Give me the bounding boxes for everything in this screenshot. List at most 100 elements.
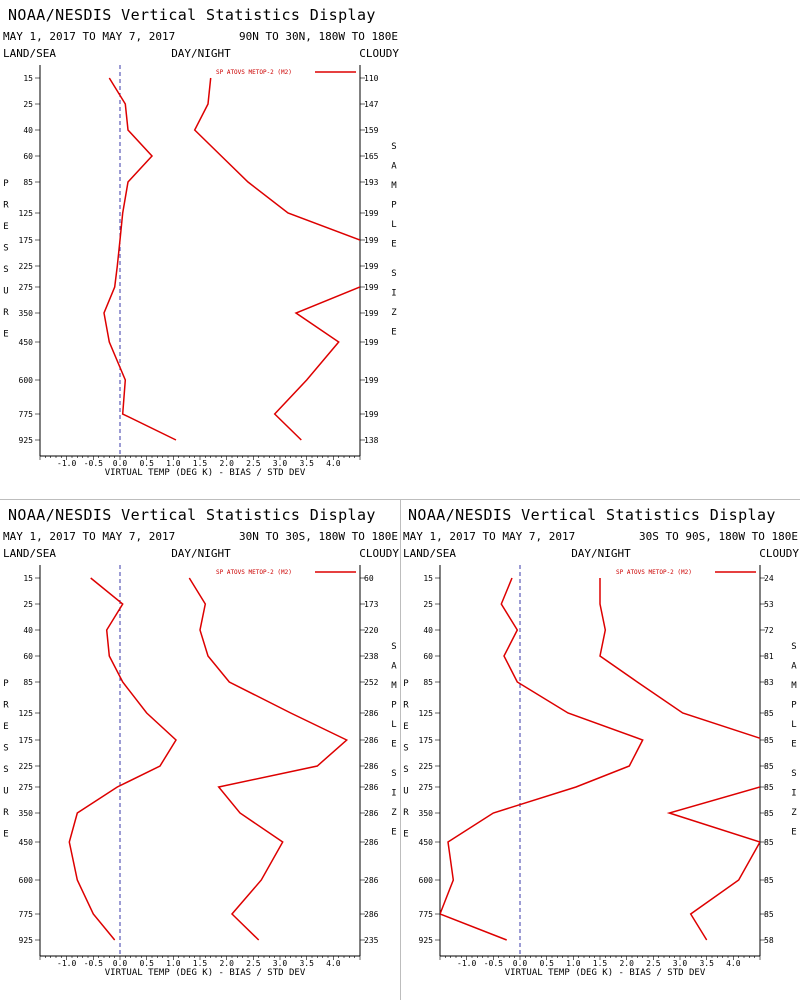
pressure-level-label: 15 bbox=[23, 74, 33, 83]
x-tick-label: -0.5 bbox=[84, 459, 103, 468]
sample-size-label: 85 bbox=[764, 736, 774, 745]
vertical-divider bbox=[400, 500, 401, 1000]
legend: SP ATOVS METOP-2 (M2) bbox=[216, 569, 356, 576]
pressure-level-label: 125 bbox=[19, 709, 34, 718]
sample-size-label: 85 bbox=[764, 838, 774, 847]
vertical-stats-chart: NOAA/NESDIS Vertical Statistics Display M… bbox=[3, 506, 399, 978]
sample-size-label: 85 bbox=[764, 783, 774, 792]
pressure-level-label: 350 bbox=[19, 309, 34, 318]
legend: SP ATOVS METOP-2 (M2) bbox=[616, 569, 756, 576]
pressure-level-label: 85 bbox=[423, 678, 433, 687]
x-tick-label: 2.0 bbox=[219, 959, 234, 968]
sample-size-label: 110 bbox=[364, 74, 379, 83]
pressure-level-label: 40 bbox=[423, 626, 433, 635]
sample-size-label: 220 bbox=[364, 626, 379, 635]
sample-size-label: 286 bbox=[364, 762, 379, 771]
bias-line bbox=[440, 577, 644, 941]
legend-label: SP ATOVS METOP-2 (M2) bbox=[216, 69, 292, 76]
x-tick-label: 2.5 bbox=[646, 959, 661, 968]
legend-label: SP ATOVS METOP-2 (M2) bbox=[616, 569, 692, 576]
x-tick-label: 2.5 bbox=[246, 959, 261, 968]
chart-panel-north: NOAA/NESDIS Vertical Statistics Display M… bbox=[0, 0, 400, 500]
x-tick-label: -1.0 bbox=[457, 959, 476, 968]
x-tick-label: -1.0 bbox=[57, 959, 76, 968]
cloudy-header: CLOUDY bbox=[359, 47, 399, 60]
pressure-level-label: 225 bbox=[19, 262, 34, 271]
plot-axes bbox=[35, 65, 365, 460]
pressure-level-label: 775 bbox=[419, 910, 434, 919]
sample-size-label: 138 bbox=[364, 436, 379, 445]
sample-size-label: 286 bbox=[364, 783, 379, 792]
legend: SP ATOVS METOP-2 (M2) bbox=[216, 69, 356, 76]
x-tick-label: 0.0 bbox=[513, 959, 528, 968]
region-label: 90N TO 30N, 180W TO 180E bbox=[239, 30, 398, 43]
sample-size-label: 286 bbox=[364, 838, 379, 847]
x-tick-label: 1.0 bbox=[166, 959, 181, 968]
pressure-level-label: 85 bbox=[23, 178, 33, 187]
bias-line bbox=[103, 77, 177, 441]
pressure-level-label: 60 bbox=[23, 152, 33, 161]
pressure-level-label: 25 bbox=[23, 600, 33, 609]
x-tick-label: 3.5 bbox=[299, 959, 314, 968]
sample-size-label: 235 bbox=[364, 936, 379, 945]
x-tick-label: 1.5 bbox=[593, 959, 608, 968]
x-tick-label: 0.0 bbox=[113, 959, 128, 968]
x-tick-label: 1.0 bbox=[166, 459, 181, 468]
x-tick-label: 0.5 bbox=[139, 459, 154, 468]
sample-size-label: 252 bbox=[364, 678, 379, 687]
day-night-header: DAY/NIGHT bbox=[171, 47, 231, 60]
pressure-level-label: 125 bbox=[419, 709, 434, 718]
x-axis-label: VIRTUAL TEMP (DEG K) - BIAS / STD DEV bbox=[105, 468, 306, 478]
pressure-level-label: 175 bbox=[419, 736, 434, 745]
chart-panel-south: NOAA/NESDIS Vertical Statistics Display M… bbox=[400, 500, 800, 1000]
sample-size-label: 199 bbox=[364, 338, 379, 347]
land-sea-header: LAND/SEA bbox=[3, 547, 56, 560]
std-dev-line bbox=[599, 578, 760, 941]
cloudy-header: CLOUDY bbox=[759, 547, 799, 560]
x-tick-label: 3.0 bbox=[273, 459, 288, 468]
x-tick-label: 0.5 bbox=[539, 959, 554, 968]
pressure-level-label: 60 bbox=[423, 652, 433, 661]
sample-size-label: 286 bbox=[364, 709, 379, 718]
std-dev-line bbox=[193, 77, 360, 441]
pressure-level-label: 275 bbox=[19, 283, 34, 292]
vertical-stats-chart: NOAA/NESDIS Vertical Statistics Display M… bbox=[3, 6, 399, 478]
sample-size-label: 85 bbox=[764, 709, 774, 718]
sample-size-label: 238 bbox=[364, 652, 379, 661]
sample-size-label: 173 bbox=[364, 600, 379, 609]
x-tick-label: 1.5 bbox=[193, 959, 208, 968]
chart-title: NOAA/NESDIS Vertical Statistics Display bbox=[8, 506, 376, 524]
x-tick-label: 2.5 bbox=[246, 459, 261, 468]
pressure-level-label: 225 bbox=[419, 762, 434, 771]
pressure-level-label: 775 bbox=[19, 910, 34, 919]
pressure-level-label: 600 bbox=[419, 876, 434, 885]
cloudy-header: CLOUDY bbox=[359, 547, 399, 560]
pressure-level-label: 25 bbox=[423, 600, 433, 609]
pressure-level-label: 775 bbox=[19, 410, 34, 419]
land-sea-header: LAND/SEA bbox=[403, 547, 456, 560]
pressure-level-label: 450 bbox=[19, 338, 34, 347]
chart-panel-tropics: NOAA/NESDIS Vertical Statistics Display M… bbox=[0, 500, 400, 1000]
x-tick-label: -1.0 bbox=[57, 459, 76, 468]
pressure-level-label: 85 bbox=[23, 678, 33, 687]
sample-size-label: 53 bbox=[764, 600, 774, 609]
sample-size-label: 85 bbox=[764, 910, 774, 919]
pressure-level-label: 25 bbox=[23, 100, 33, 109]
x-tick-label: 4.0 bbox=[726, 959, 741, 968]
sample-size-label: 83 bbox=[764, 678, 774, 687]
sample-size-label: 58 bbox=[764, 936, 774, 945]
horizontal-divider bbox=[0, 499, 800, 500]
pressure-level-label: 600 bbox=[19, 876, 34, 885]
chart-title: NOAA/NESDIS Vertical Statistics Display bbox=[8, 6, 376, 24]
legend-label: SP ATOVS METOP-2 (M2) bbox=[216, 569, 292, 576]
sample-size-label: 199 bbox=[364, 262, 379, 271]
x-tick-label: 3.0 bbox=[273, 959, 288, 968]
pressure-level-label: 275 bbox=[419, 783, 434, 792]
sample-size-label: 199 bbox=[364, 309, 379, 318]
